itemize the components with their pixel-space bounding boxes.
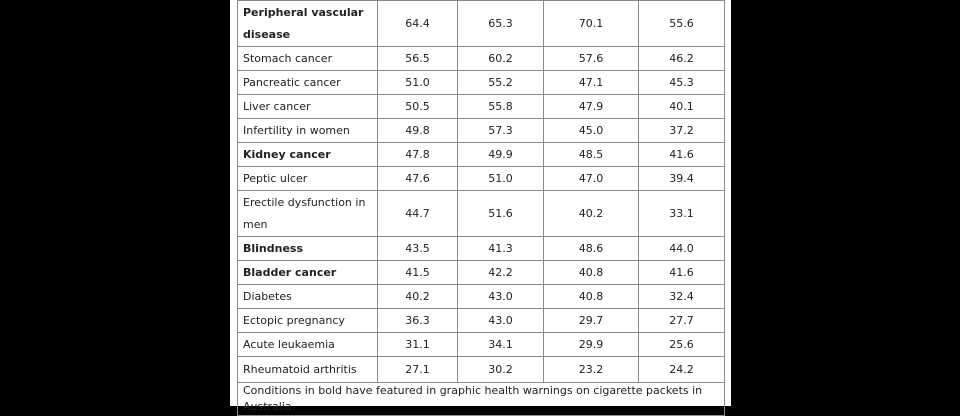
value-cell: 47.8 bbox=[377, 142, 458, 167]
value-cell: 50.5 bbox=[377, 94, 458, 119]
value-cell: 44.0 bbox=[638, 236, 725, 261]
condition-name: Peptic ulcer bbox=[237, 166, 378, 191]
value-cell: 70.1 bbox=[543, 0, 639, 47]
condition-name: Stomach cancer bbox=[237, 46, 378, 71]
value-cell: 60.2 bbox=[457, 46, 544, 71]
value-cell: 40.1 bbox=[638, 94, 725, 119]
table-row: Infertility in women 49.8 57.3 45.0 37.2 bbox=[237, 118, 725, 143]
value-cell: 37.2 bbox=[638, 118, 725, 143]
table-row: Stomach cancer 56.5 60.2 57.6 46.2 bbox=[237, 46, 725, 71]
value-cell: 57.3 bbox=[457, 118, 544, 143]
condition-name: Infertility in women bbox=[237, 118, 378, 143]
value-cell: 23.2 bbox=[543, 356, 639, 383]
value-cell: 57.6 bbox=[543, 46, 639, 71]
condition-name: Liver cancer bbox=[237, 94, 378, 119]
value-cell: 43.5 bbox=[377, 236, 458, 261]
condition-name: Pancreatic cancer bbox=[237, 70, 378, 95]
table-row: Kidney cancer 47.8 49.9 48.5 41.6 bbox=[237, 142, 725, 167]
table-footnote: Conditions in bold have featured in grap… bbox=[237, 382, 725, 416]
footnote-row: Conditions in bold have featured in grap… bbox=[237, 382, 725, 416]
value-cell: 49.8 bbox=[377, 118, 458, 143]
value-cell: 41.6 bbox=[638, 260, 725, 285]
value-cell: 47.0 bbox=[543, 166, 639, 191]
value-cell: 43.0 bbox=[457, 284, 544, 309]
value-cell: 48.6 bbox=[543, 236, 639, 261]
value-cell: 46.2 bbox=[638, 46, 725, 71]
value-cell: 39.4 bbox=[638, 166, 725, 191]
value-cell: 30.2 bbox=[457, 356, 544, 383]
value-cell: 56.5 bbox=[377, 46, 458, 71]
value-cell: 29.9 bbox=[543, 332, 639, 357]
value-cell: 47.9 bbox=[543, 94, 639, 119]
value-cell: 29.7 bbox=[543, 308, 639, 333]
value-cell: 24.2 bbox=[638, 356, 725, 383]
condition-name: Kidney cancer bbox=[237, 142, 378, 167]
value-cell: 27.7 bbox=[638, 308, 725, 333]
value-cell: 34.1 bbox=[457, 332, 544, 357]
condition-name: Blindness bbox=[237, 236, 378, 261]
table-body: Peripheral vascular disease 64.4 65.3 70… bbox=[237, 0, 725, 416]
value-cell: 40.2 bbox=[377, 284, 458, 309]
value-cell: 64.4 bbox=[377, 0, 458, 47]
value-cell: 45.3 bbox=[638, 70, 725, 95]
value-cell: 41.6 bbox=[638, 142, 725, 167]
conditions-table: Peripheral vascular disease 64.4 65.3 70… bbox=[237, 0, 725, 416]
value-cell: 32.4 bbox=[638, 284, 725, 309]
value-cell: 40.2 bbox=[543, 190, 639, 237]
condition-name: Erectile dysfunction in men bbox=[237, 190, 378, 237]
value-cell: 40.8 bbox=[543, 284, 639, 309]
table-row: Ectopic pregnancy 36.3 43.0 29.7 27.7 bbox=[237, 308, 725, 333]
condition-name: Diabetes bbox=[237, 284, 378, 309]
value-cell: 51.0 bbox=[457, 166, 544, 191]
table-row: Peptic ulcer 47.6 51.0 47.0 39.4 bbox=[237, 166, 725, 191]
value-cell: 48.5 bbox=[543, 142, 639, 167]
condition-name: Bladder cancer bbox=[237, 260, 378, 285]
table-row: Acute leukaemia 31.1 34.1 29.9 25.6 bbox=[237, 332, 725, 357]
value-cell: 33.1 bbox=[638, 190, 725, 237]
value-cell: 55.6 bbox=[638, 0, 725, 47]
condition-name: Peripheral vascular disease bbox=[237, 0, 378, 47]
value-cell: 41.5 bbox=[377, 260, 458, 285]
condition-name: Acute leukaemia bbox=[237, 332, 378, 357]
value-cell: 65.3 bbox=[457, 0, 544, 47]
table-row: Rheumatoid arthritis 27.1 30.2 23.2 24.2 bbox=[237, 356, 725, 383]
value-cell: 36.3 bbox=[377, 308, 458, 333]
table-row: Peripheral vascular disease 64.4 65.3 70… bbox=[237, 0, 725, 47]
value-cell: 55.2 bbox=[457, 70, 544, 95]
value-cell: 47.6 bbox=[377, 166, 458, 191]
table-row: Erectile dysfunction in men 44.7 51.6 40… bbox=[237, 190, 725, 237]
value-cell: 45.0 bbox=[543, 118, 639, 143]
value-cell: 43.0 bbox=[457, 308, 544, 333]
value-cell: 51.6 bbox=[457, 190, 544, 237]
value-cell: 27.1 bbox=[377, 356, 458, 383]
table-row: Pancreatic cancer 51.0 55.2 47.1 45.3 bbox=[237, 70, 725, 95]
value-cell: 31.1 bbox=[377, 332, 458, 357]
value-cell: 25.6 bbox=[638, 332, 725, 357]
value-cell: 55.8 bbox=[457, 94, 544, 119]
condition-name: Ectopic pregnancy bbox=[237, 308, 378, 333]
table-row: Blindness 43.5 41.3 48.6 44.0 bbox=[237, 236, 725, 261]
value-cell: 42.2 bbox=[457, 260, 544, 285]
value-cell: 47.1 bbox=[543, 70, 639, 95]
condition-name: Rheumatoid arthritis bbox=[237, 356, 378, 383]
value-cell: 41.3 bbox=[457, 236, 544, 261]
table-row: Liver cancer 50.5 55.8 47.9 40.1 bbox=[237, 94, 725, 119]
value-cell: 40.8 bbox=[543, 260, 639, 285]
value-cell: 44.7 bbox=[377, 190, 458, 237]
table-row: Bladder cancer 41.5 42.2 40.8 41.6 bbox=[237, 260, 725, 285]
value-cell: 51.0 bbox=[377, 70, 458, 95]
table-row: Diabetes 40.2 43.0 40.8 32.4 bbox=[237, 284, 725, 309]
value-cell: 49.9 bbox=[457, 142, 544, 167]
document-page: Peripheral vascular disease 64.4 65.3 70… bbox=[230, 0, 731, 416]
